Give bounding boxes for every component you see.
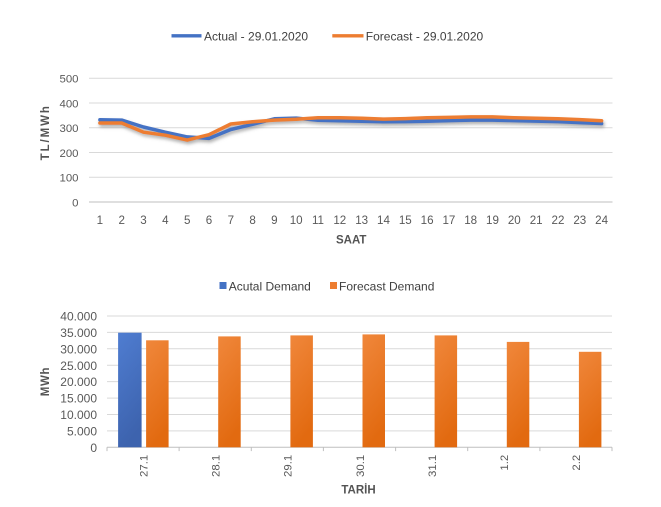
svg-text:16: 16 (421, 214, 434, 227)
svg-text:Forecast - 29.01.2020: Forecast - 29.01.2020 (366, 29, 484, 43)
svg-text:2: 2 (118, 214, 124, 227)
svg-text:14: 14 (377, 214, 390, 227)
svg-text:20: 20 (508, 214, 521, 227)
svg-text:Actual - 29.01.2020: Actual - 29.01.2020 (204, 29, 308, 43)
svg-text:11: 11 (312, 214, 324, 227)
svg-text:12: 12 (333, 214, 346, 227)
svg-text:10: 10 (290, 214, 303, 227)
svg-text:15.000: 15.000 (60, 392, 97, 406)
svg-text:20.000: 20.000 (60, 375, 97, 389)
svg-text:5.000: 5.000 (67, 425, 97, 439)
svg-text:27.1: 27.1 (138, 455, 150, 477)
svg-text:1.2: 1.2 (499, 455, 511, 471)
svg-text:Acutal Demand: Acutal Demand (229, 279, 311, 293)
svg-text:23: 23 (573, 214, 586, 227)
svg-text:10.000: 10.000 (60, 408, 97, 422)
svg-text:400: 400 (59, 98, 78, 110)
svg-text:19: 19 (486, 214, 499, 227)
svg-text:21: 21 (530, 214, 543, 227)
svg-text:2.2: 2.2 (571, 455, 583, 471)
svg-text:TL/MWh: TL/MWh (40, 104, 52, 160)
svg-text:5: 5 (184, 214, 190, 227)
svg-text:25.000: 25.000 (60, 359, 97, 373)
svg-text:0: 0 (72, 197, 78, 209)
svg-text:1: 1 (97, 214, 103, 227)
svg-text:TARİH: TARİH (341, 484, 375, 497)
svg-text:40.000: 40.000 (60, 310, 97, 324)
svg-text:3: 3 (140, 214, 146, 227)
svg-text:9: 9 (271, 214, 277, 227)
svg-text:100: 100 (59, 173, 78, 185)
svg-text:18: 18 (464, 214, 477, 227)
svg-text:30.000: 30.000 (60, 342, 97, 356)
svg-text:30.1: 30.1 (355, 455, 367, 477)
svg-text:7: 7 (228, 214, 234, 227)
svg-text:Forecast Demand: Forecast Demand (339, 279, 434, 293)
svg-text:500: 500 (59, 74, 78, 86)
svg-text:22: 22 (552, 214, 565, 227)
svg-text:35.000: 35.000 (60, 326, 97, 340)
svg-text:300: 300 (59, 123, 78, 135)
svg-text:0: 0 (90, 441, 97, 455)
svg-text:MWh: MWh (40, 367, 52, 397)
svg-text:17: 17 (442, 214, 455, 227)
svg-text:4: 4 (162, 214, 169, 227)
svg-text:13: 13 (355, 214, 368, 227)
svg-text:8: 8 (249, 214, 255, 227)
svg-text:SAAT: SAAT (336, 234, 366, 246)
svg-text:29.1: 29.1 (283, 455, 295, 477)
svg-text:6: 6 (206, 214, 212, 227)
svg-text:24: 24 (595, 214, 608, 227)
svg-text:28.1: 28.1 (211, 455, 223, 477)
svg-text:15: 15 (399, 214, 412, 227)
svg-text:200: 200 (59, 148, 78, 160)
svg-text:31.1: 31.1 (427, 455, 439, 477)
